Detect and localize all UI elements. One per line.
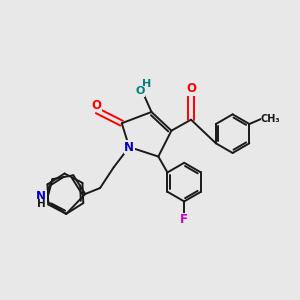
Text: CH₃: CH₃ bbox=[261, 114, 280, 124]
Text: H: H bbox=[142, 79, 152, 89]
Text: F: F bbox=[180, 213, 188, 226]
Text: O: O bbox=[136, 86, 145, 96]
Text: H: H bbox=[37, 199, 46, 209]
Text: O: O bbox=[186, 82, 196, 95]
Text: N: N bbox=[124, 140, 134, 154]
Text: N: N bbox=[36, 190, 46, 203]
Text: O: O bbox=[92, 99, 101, 112]
